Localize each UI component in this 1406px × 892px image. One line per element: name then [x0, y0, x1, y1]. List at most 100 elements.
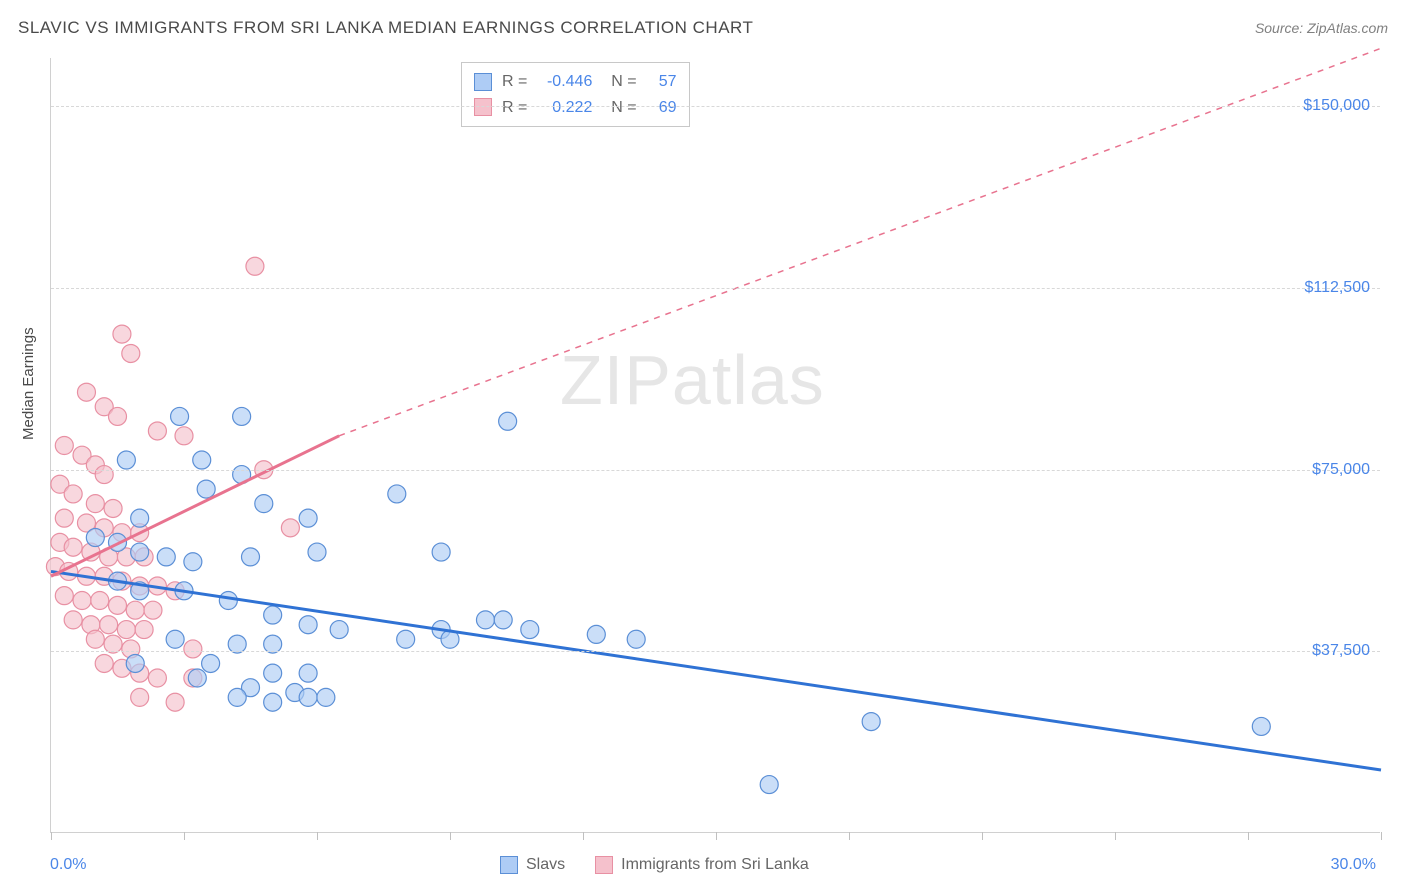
x-tick — [583, 832, 584, 840]
chart-title: SLAVIC VS IMMIGRANTS FROM SRI LANKA MEDI… — [18, 18, 753, 38]
data-point — [157, 548, 175, 566]
data-point — [135, 621, 153, 639]
data-point — [587, 625, 605, 643]
data-point — [55, 587, 73, 605]
data-point — [255, 495, 273, 513]
data-point — [86, 630, 104, 648]
x-tick — [450, 832, 451, 840]
legend-item: Slavs — [500, 856, 565, 874]
data-point — [330, 621, 348, 639]
data-point — [397, 630, 415, 648]
data-point — [246, 257, 264, 275]
stats-label: N = — [602, 69, 636, 95]
data-point — [109, 596, 127, 614]
data-point — [281, 519, 299, 537]
x-tick — [716, 832, 717, 840]
data-point — [862, 713, 880, 731]
gridline — [51, 470, 1380, 471]
x-tick — [51, 832, 52, 840]
trend-line — [51, 571, 1381, 770]
data-point — [171, 407, 189, 425]
r-value: -0.446 — [537, 69, 592, 95]
data-point — [197, 480, 215, 498]
data-point — [299, 509, 317, 527]
n-value: 57 — [647, 69, 677, 95]
y-tick-label: $37,500 — [1312, 642, 1370, 660]
x-axis-min-label: 0.0% — [50, 856, 86, 874]
x-axis-max-label: 30.0% — [1331, 856, 1376, 874]
data-point — [228, 688, 246, 706]
data-point — [64, 485, 82, 503]
data-point — [55, 509, 73, 527]
legend-swatch — [500, 856, 518, 874]
legend-label: Slavs — [526, 856, 565, 873]
data-point — [126, 654, 144, 672]
y-tick-label: $75,000 — [1312, 461, 1370, 479]
data-point — [117, 451, 135, 469]
data-point — [131, 688, 149, 706]
data-point — [627, 630, 645, 648]
x-tick — [317, 832, 318, 840]
data-point — [188, 669, 206, 687]
gridline — [51, 651, 1380, 652]
data-point — [148, 422, 166, 440]
data-point — [184, 553, 202, 571]
data-point — [77, 383, 95, 401]
legend-item: Immigrants from Sri Lanka — [595, 856, 809, 874]
data-point — [388, 485, 406, 503]
y-tick-label: $150,000 — [1303, 97, 1370, 115]
gridline — [51, 106, 1380, 107]
data-point — [476, 611, 494, 629]
data-point — [299, 616, 317, 634]
y-tick-label: $112,500 — [1304, 279, 1370, 297]
data-point — [113, 325, 131, 343]
data-point — [126, 601, 144, 619]
data-point — [264, 664, 282, 682]
stats-row: R =-0.446 N =57 — [474, 69, 677, 95]
data-point — [494, 611, 512, 629]
x-tick — [1381, 832, 1382, 840]
data-point — [148, 669, 166, 687]
data-point — [117, 621, 135, 639]
legend-swatch — [595, 856, 613, 874]
data-point — [521, 621, 539, 639]
data-point — [95, 466, 113, 484]
data-point — [109, 407, 127, 425]
x-tick — [1248, 832, 1249, 840]
data-point — [233, 407, 251, 425]
x-tick — [982, 832, 983, 840]
data-point — [299, 688, 317, 706]
data-point — [122, 344, 140, 362]
data-point — [299, 664, 317, 682]
series-legend: Slavs Immigrants from Sri Lanka — [500, 856, 809, 874]
data-point — [131, 543, 149, 561]
data-point — [264, 606, 282, 624]
data-point — [144, 601, 162, 619]
legend-label: Immigrants from Sri Lanka — [621, 856, 809, 873]
data-point — [91, 592, 109, 610]
data-point — [100, 616, 118, 634]
data-point — [175, 427, 193, 445]
data-point — [64, 611, 82, 629]
data-point — [184, 640, 202, 658]
data-point — [55, 437, 73, 455]
data-point — [308, 543, 326, 561]
y-axis-label: Median Earnings — [20, 327, 37, 440]
data-point — [499, 412, 517, 430]
data-point — [64, 538, 82, 556]
legend-swatch — [474, 73, 492, 91]
data-point — [219, 592, 237, 610]
data-point — [193, 451, 211, 469]
data-point — [104, 499, 122, 517]
scatter-svg — [51, 58, 1380, 832]
x-tick — [849, 832, 850, 840]
data-point — [131, 509, 149, 527]
data-point — [73, 592, 91, 610]
data-point — [760, 776, 778, 794]
data-point — [202, 654, 220, 672]
data-point — [86, 495, 104, 513]
data-point — [95, 654, 113, 672]
data-point — [166, 693, 184, 711]
data-point — [166, 630, 184, 648]
data-point — [1252, 717, 1270, 735]
